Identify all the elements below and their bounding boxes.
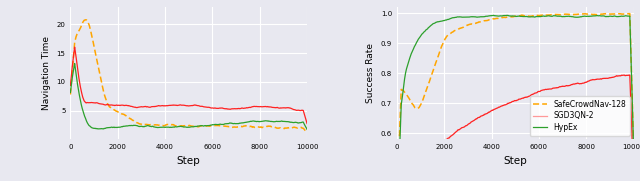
Y-axis label: Navigation Time: Navigation Time xyxy=(42,36,51,110)
Y-axis label: Success Rate: Success Rate xyxy=(366,43,375,103)
X-axis label: Step: Step xyxy=(504,156,527,166)
Legend: SafeCrowdNav-128, SGD3QN-2, HypEx: SafeCrowdNav-128, SGD3QN-2, HypEx xyxy=(529,96,630,136)
X-axis label: Step: Step xyxy=(177,156,200,166)
